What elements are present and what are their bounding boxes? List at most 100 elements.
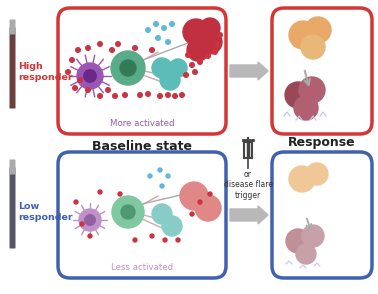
FancyBboxPatch shape: [9, 19, 15, 34]
FancyBboxPatch shape: [9, 168, 15, 248]
Circle shape: [77, 63, 103, 89]
Circle shape: [193, 70, 197, 74]
Circle shape: [198, 30, 222, 54]
FancyBboxPatch shape: [9, 160, 15, 175]
Circle shape: [195, 195, 221, 221]
Circle shape: [301, 35, 325, 59]
Circle shape: [296, 244, 316, 264]
Circle shape: [184, 73, 188, 77]
Circle shape: [116, 42, 120, 46]
Circle shape: [305, 17, 331, 43]
Circle shape: [76, 48, 80, 52]
Circle shape: [98, 190, 102, 194]
Circle shape: [133, 238, 137, 242]
Circle shape: [79, 209, 101, 231]
Circle shape: [120, 60, 136, 76]
Circle shape: [70, 58, 74, 62]
Circle shape: [106, 88, 110, 92]
Circle shape: [206, 54, 210, 58]
Circle shape: [111, 51, 145, 85]
Circle shape: [133, 46, 137, 50]
Circle shape: [74, 200, 78, 204]
Circle shape: [113, 94, 117, 98]
Circle shape: [180, 182, 208, 210]
Circle shape: [166, 40, 170, 44]
Text: Baseline state: Baseline state: [92, 140, 192, 153]
Circle shape: [160, 184, 164, 188]
Text: Response: Response: [288, 136, 356, 149]
Circle shape: [112, 196, 144, 228]
Circle shape: [198, 200, 202, 204]
FancyArrow shape: [230, 206, 268, 224]
Circle shape: [198, 60, 202, 64]
Circle shape: [200, 18, 220, 38]
Circle shape: [98, 42, 102, 46]
Circle shape: [138, 93, 142, 97]
Circle shape: [152, 58, 172, 78]
Circle shape: [169, 59, 187, 77]
Circle shape: [285, 82, 311, 108]
Circle shape: [183, 19, 209, 45]
Circle shape: [88, 234, 92, 238]
Circle shape: [98, 94, 102, 98]
FancyBboxPatch shape: [272, 152, 372, 278]
Circle shape: [186, 53, 190, 57]
Circle shape: [150, 48, 154, 52]
Text: More activated: More activated: [110, 119, 174, 128]
Circle shape: [121, 205, 135, 219]
Text: Low
responder: Low responder: [18, 202, 73, 222]
Circle shape: [146, 92, 150, 96]
Circle shape: [289, 21, 317, 49]
Circle shape: [150, 234, 154, 238]
Text: or
disease flare
trigger: or disease flare trigger: [223, 170, 273, 200]
Circle shape: [86, 46, 90, 50]
Circle shape: [170, 22, 174, 26]
Circle shape: [118, 192, 122, 196]
Circle shape: [148, 174, 152, 178]
Circle shape: [123, 93, 127, 97]
FancyBboxPatch shape: [272, 8, 372, 134]
Circle shape: [294, 96, 318, 120]
Circle shape: [158, 168, 162, 172]
Circle shape: [213, 50, 217, 54]
Circle shape: [86, 88, 90, 92]
Circle shape: [218, 33, 222, 37]
Circle shape: [299, 77, 325, 103]
Circle shape: [302, 225, 324, 247]
Text: Less activated: Less activated: [111, 263, 173, 272]
Circle shape: [85, 215, 95, 225]
Circle shape: [190, 63, 194, 67]
Circle shape: [180, 93, 184, 97]
Circle shape: [162, 216, 182, 236]
Circle shape: [110, 48, 114, 52]
FancyBboxPatch shape: [9, 28, 15, 108]
Circle shape: [78, 78, 82, 82]
Circle shape: [154, 22, 158, 26]
Circle shape: [160, 70, 180, 90]
Circle shape: [176, 238, 180, 242]
Circle shape: [158, 94, 162, 98]
Circle shape: [66, 70, 70, 74]
Circle shape: [187, 39, 209, 61]
Circle shape: [306, 163, 328, 185]
Circle shape: [166, 174, 170, 178]
Circle shape: [208, 192, 212, 196]
FancyBboxPatch shape: [58, 152, 226, 278]
Circle shape: [173, 94, 177, 98]
Circle shape: [190, 212, 194, 216]
Circle shape: [166, 93, 170, 97]
Circle shape: [163, 238, 167, 242]
Circle shape: [289, 166, 315, 192]
Circle shape: [156, 36, 160, 40]
Text: High
responder: High responder: [18, 62, 73, 82]
Circle shape: [286, 229, 310, 253]
Circle shape: [162, 26, 166, 30]
Circle shape: [216, 43, 220, 47]
Circle shape: [84, 70, 96, 82]
Circle shape: [152, 204, 172, 224]
FancyBboxPatch shape: [58, 8, 226, 134]
Circle shape: [73, 86, 77, 90]
Circle shape: [80, 222, 84, 226]
FancyArrow shape: [230, 62, 268, 80]
Circle shape: [146, 28, 150, 32]
